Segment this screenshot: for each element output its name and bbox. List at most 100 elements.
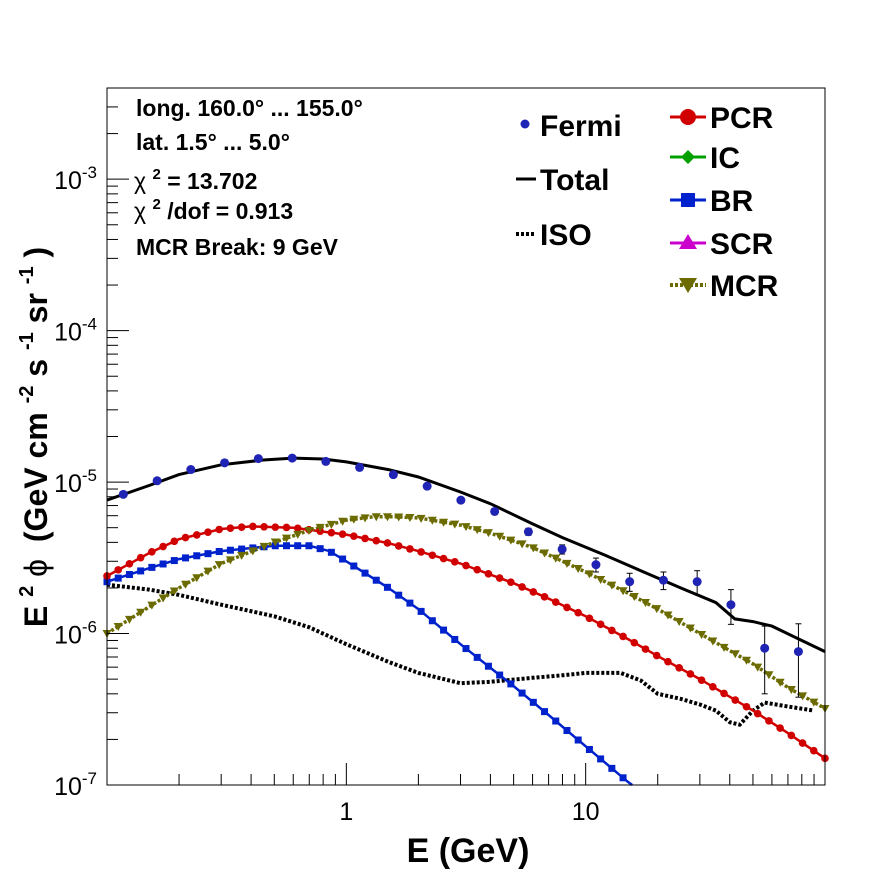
- y-tick-label-base: 10: [54, 319, 82, 347]
- mcr-marker: [405, 514, 415, 523]
- fermi-data-point: [726, 600, 736, 610]
- pcr-marker: [159, 542, 167, 551]
- mcr-marker: [371, 513, 381, 522]
- pcr-marker: [271, 523, 280, 531]
- pcr-marker: [148, 547, 156, 556]
- info-longitude: long. 160.0° ... 155.0°: [136, 95, 363, 121]
- info-mcr-break: MCR Break: 9 GeV: [136, 234, 339, 260]
- legend-scr-marker: [679, 234, 697, 249]
- br-marker: [350, 562, 358, 570]
- mcr-marker: [685, 624, 695, 633]
- y-tick-label: 10-6: [54, 618, 97, 650]
- br-marker: [114, 574, 122, 582]
- mcr-marker: [674, 618, 684, 627]
- mcr-marker: [641, 599, 650, 608]
- mcr-marker: [607, 581, 617, 590]
- y-tick-label: 10-7: [54, 769, 97, 801]
- y-tick-label: 10-4: [54, 315, 97, 347]
- pcr-marker: [406, 545, 414, 553]
- fermi-data-point: [287, 453, 297, 463]
- pcr-marker: [630, 638, 639, 647]
- pcr-marker: [507, 578, 515, 586]
- fermi-data-point: [355, 462, 365, 472]
- fermi-data-point: [186, 465, 196, 475]
- pcr-marker: [181, 533, 190, 542]
- fermi-data-point: [456, 495, 466, 505]
- mcr-marker: [472, 526, 482, 535]
- fermi-data-point: [760, 643, 770, 653]
- info-chidof-sup: 2: [152, 196, 160, 213]
- mcr-marker: [461, 523, 471, 532]
- fermi-data-point: [692, 577, 702, 587]
- pcr-marker: [540, 593, 549, 601]
- x-tick-label: 1: [339, 798, 353, 826]
- pcr-marker: [596, 620, 605, 629]
- pcr-marker: [675, 664, 683, 672]
- iso-series-line: [106, 582, 815, 727]
- y-tick-label-exp: -3: [82, 163, 97, 182]
- pcr-marker: [551, 598, 560, 606]
- y-axis-title-mid1: s: [18, 359, 54, 377]
- mcr-marker: [315, 523, 325, 532]
- markers-layer: [102, 513, 830, 782]
- pcr-marker: [619, 632, 627, 641]
- mcr-marker: [506, 536, 516, 545]
- br-marker: [473, 653, 481, 661]
- br-marker: [608, 764, 616, 772]
- legend-fermi-marker: [520, 119, 530, 129]
- legend-pcr-label: PCR: [710, 102, 774, 135]
- mcr-marker: [136, 608, 146, 617]
- pcr-marker: [709, 683, 717, 691]
- fermi-data-point: [557, 544, 567, 554]
- mcr-marker: [439, 518, 449, 527]
- y-tick-label-exp: -4: [82, 315, 97, 334]
- br-marker: [619, 774, 627, 782]
- mcr-marker: [416, 514, 426, 523]
- br-marker: [574, 736, 582, 744]
- mcr-marker: [562, 559, 572, 568]
- legend-total-label: Total: [540, 164, 609, 197]
- br-marker: [507, 680, 515, 688]
- br-marker: [193, 552, 201, 560]
- mcr-marker: [573, 565, 583, 574]
- pcr-marker: [686, 670, 695, 678]
- br-marker: [406, 599, 414, 607]
- br-marker: [182, 554, 190, 562]
- mcr-marker: [304, 526, 314, 535]
- pcr-marker: [204, 528, 212, 536]
- mcr-marker: [158, 594, 168, 603]
- mcr-marker: [147, 601, 157, 610]
- pcr-marker: [372, 536, 381, 545]
- pcr-marker: [338, 530, 347, 538]
- mcr-marker: [495, 532, 505, 541]
- br-marker: [484, 662, 492, 670]
- pcr-marker: [428, 551, 437, 560]
- y-axis-title-unit-open: (GeV cm: [18, 412, 54, 542]
- mcr-marker: [360, 514, 370, 523]
- pcr-marker: [192, 531, 201, 539]
- legend-ic-label: IC: [710, 142, 740, 175]
- br-marker: [215, 548, 223, 556]
- info-latitude: lat. 1.5° ... 5.0°: [136, 129, 290, 155]
- pcr-marker: [439, 554, 448, 563]
- br-marker: [137, 567, 145, 575]
- mcr-marker: [214, 561, 224, 570]
- pcr-marker: [574, 608, 582, 617]
- y-tick-label-exp: -6: [82, 618, 97, 637]
- mcr-marker: [719, 643, 729, 652]
- br-marker: [529, 698, 537, 706]
- mcr-marker: [282, 534, 291, 543]
- pcr-marker: [226, 524, 235, 533]
- fermi-data-point: [591, 560, 601, 570]
- pcr-marker: [563, 603, 571, 612]
- pcr-marker: [809, 746, 818, 755]
- y-axis-title-prefix-sup: 2: [16, 586, 38, 597]
- br-marker: [226, 546, 234, 554]
- legend-ic-marker: [681, 150, 695, 164]
- pcr-marker: [417, 548, 425, 556]
- mcr-marker: [124, 615, 134, 624]
- pcr-marker: [585, 614, 594, 623]
